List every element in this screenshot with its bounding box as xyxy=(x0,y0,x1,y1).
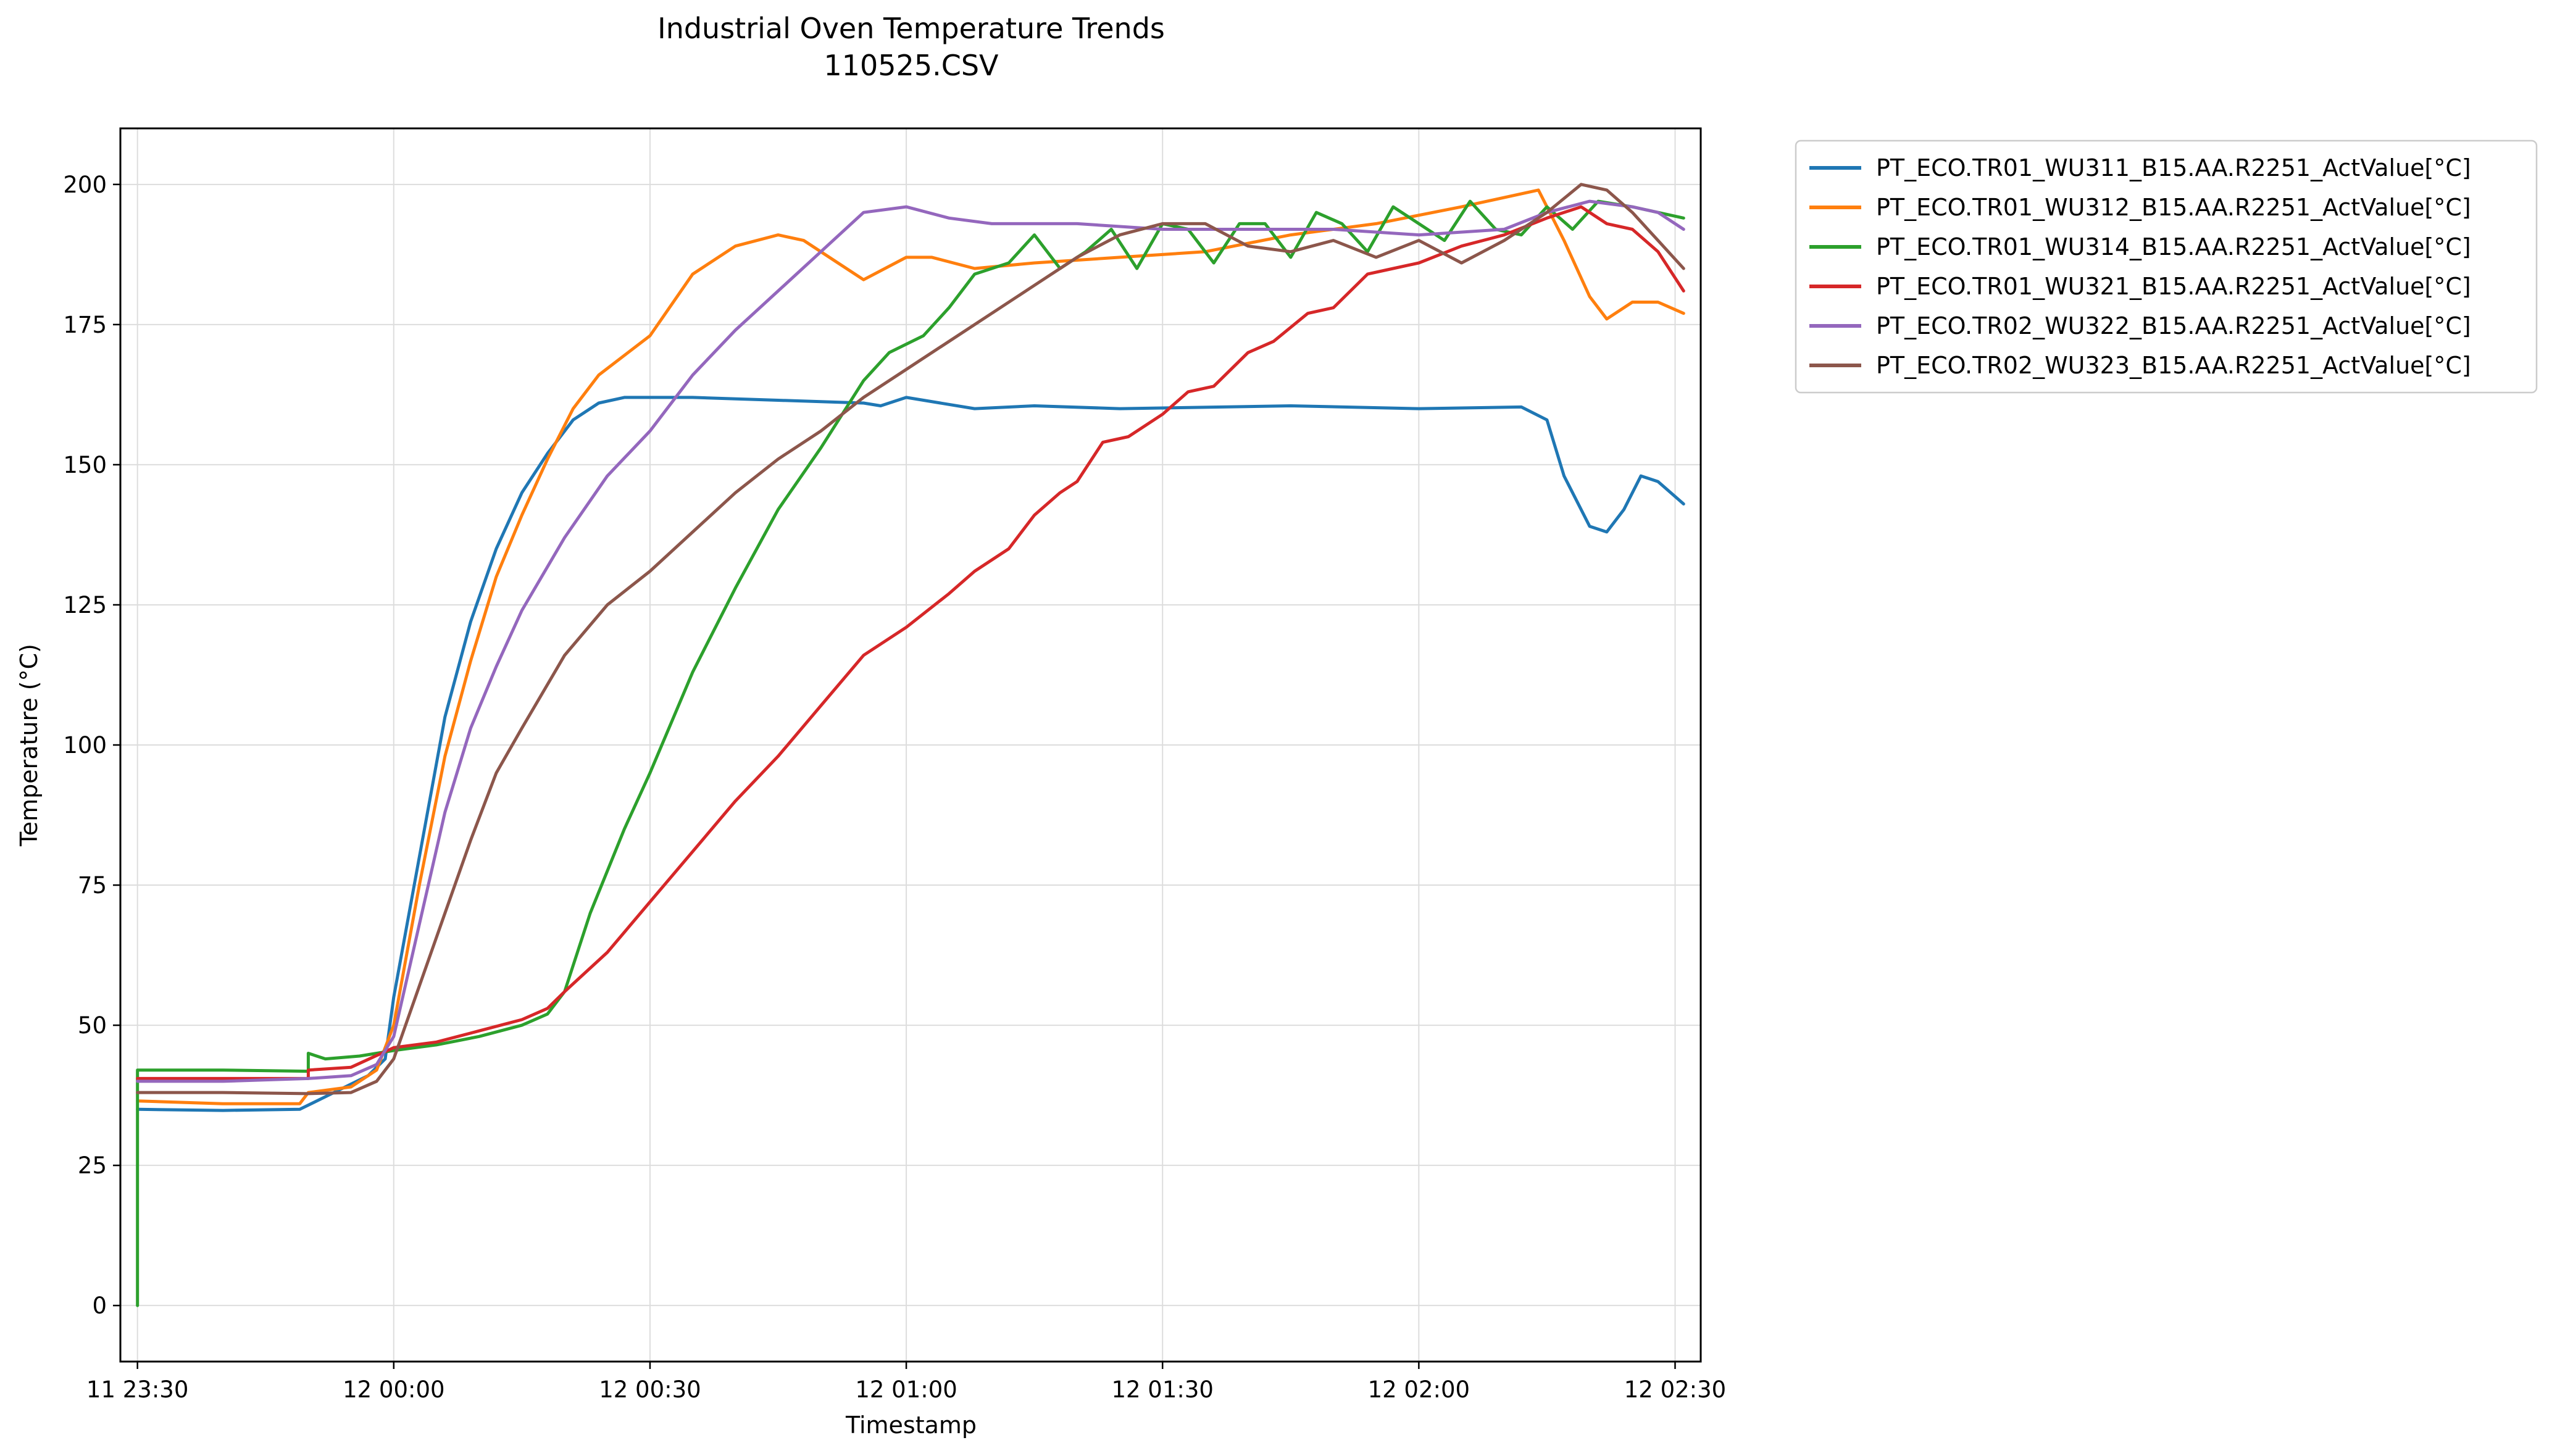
series-line xyxy=(136,205,1685,1080)
x-tick-label: 12 01:00 xyxy=(855,1376,957,1403)
series-line xyxy=(136,188,1685,1105)
series-line xyxy=(136,396,1685,1112)
y-tick-label: 50 xyxy=(78,1012,107,1039)
legend-label: PT_ECO.TR02_WU323_B15.AA.R2251_ActValue[… xyxy=(1876,352,2471,379)
y-axis-label: Temperature (°C) xyxy=(15,644,43,847)
series-lines xyxy=(136,183,1685,1307)
chart-title: Industrial Oven Temperature Trends xyxy=(657,12,1165,45)
x-axis-ticks: 11 23:30 12 00:00 12 00:30 12 01:00 12 01:30… xyxy=(86,1362,1726,1403)
legend-label: PT_ECO.TR01_WU321_B15.AA.R2251_ActValue[… xyxy=(1876,273,2471,300)
y-tick-label: 175 xyxy=(63,312,107,338)
y-axis-ticks: 0 25 50 75 100 125 150 175 200 xyxy=(63,172,120,1319)
chart-subtitle: 110525.CSV xyxy=(824,49,999,82)
y-tick-label: 0 xyxy=(92,1292,107,1319)
legend-box xyxy=(1795,139,2538,394)
y-tick-label: 25 xyxy=(78,1152,107,1179)
x-tick-label: 11 23:30 xyxy=(86,1376,188,1403)
x-axis-label: Timestamp xyxy=(845,1412,977,1439)
x-tick-label: 12 02:00 xyxy=(1368,1376,1470,1403)
y-tick-label: 100 xyxy=(63,732,107,759)
x-tick-label: 12 01:30 xyxy=(1111,1376,1213,1403)
legend-label: PT_ECO.TR01_WU314_B15.AA.R2251_ActValue[… xyxy=(1876,233,2471,260)
legend-label: PT_ECO.TR01_WU311_B15.AA.R2251_ActValue[… xyxy=(1876,154,2471,181)
x-tick-label: 12 02:30 xyxy=(1624,1376,1726,1403)
x-tick-label: 12 00:00 xyxy=(343,1376,444,1403)
series-line xyxy=(136,183,1685,1096)
y-tick-label: 125 xyxy=(63,592,107,618)
legend: PT_ECO.TR01_WU311_B15.AA.R2251_ActValue[… xyxy=(1795,139,2538,394)
legend-label: PT_ECO.TR02_WU322_B15.AA.R2251_ActValue[… xyxy=(1876,312,2471,339)
y-tick-label: 75 xyxy=(78,872,107,899)
legend-label: PT_ECO.TR01_WU312_B15.AA.R2251_ActValue[… xyxy=(1876,194,2471,221)
y-tick-label: 150 xyxy=(63,452,107,478)
y-tick-label: 200 xyxy=(63,172,107,198)
series-line xyxy=(136,199,1685,1083)
x-tick-label: 12 00:30 xyxy=(599,1376,701,1403)
